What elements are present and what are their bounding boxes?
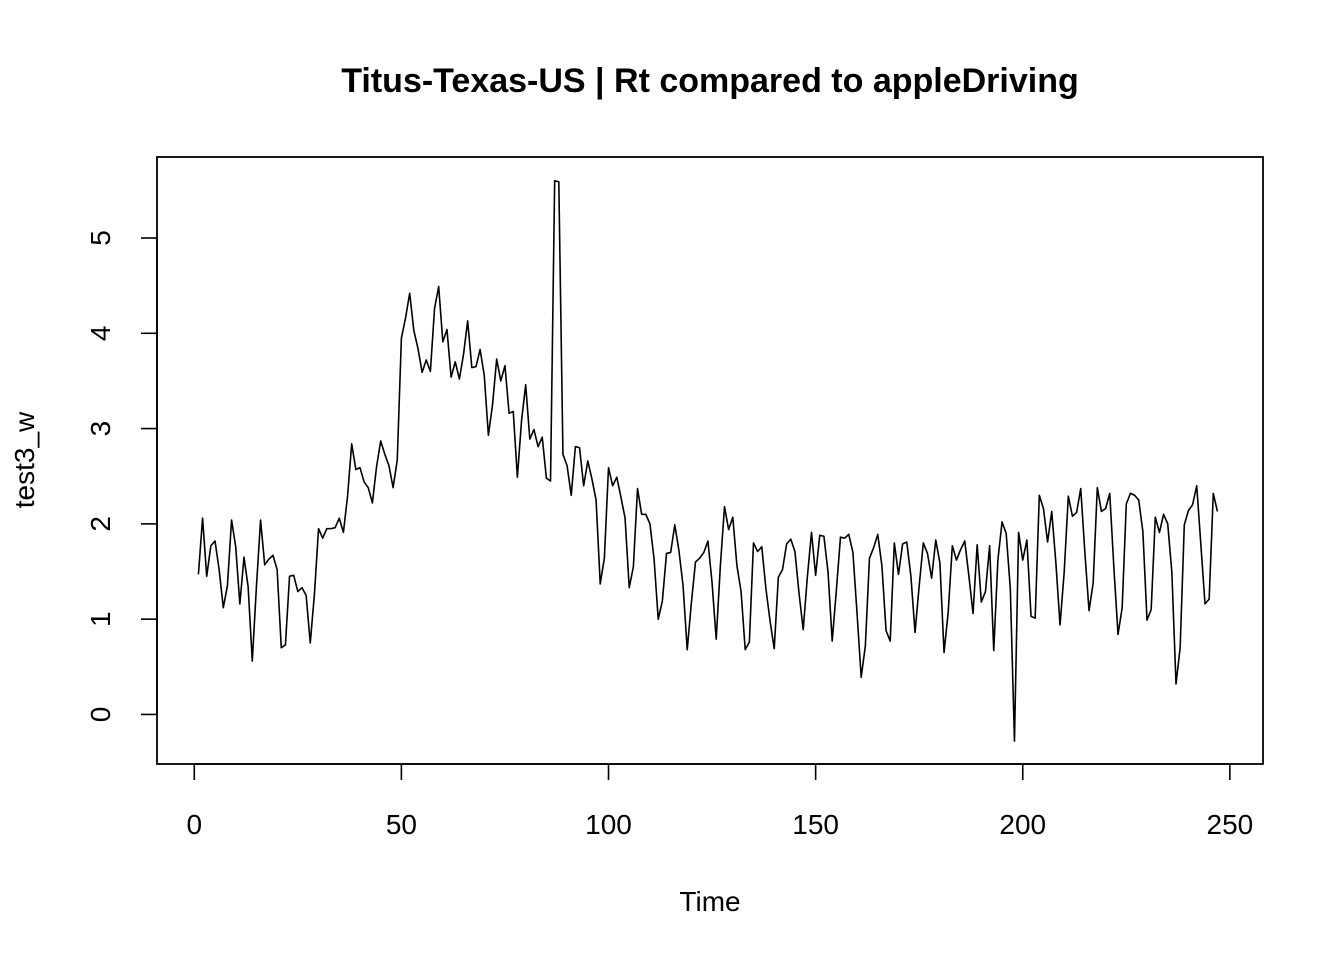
y-tick-label: 4 — [85, 325, 116, 341]
y-axis-label: test3_w — [9, 411, 40, 508]
x-tick-label: 250 — [1207, 809, 1254, 840]
series-line — [197, 180, 1219, 742]
x-tick-label: 150 — [792, 809, 839, 840]
y-tick-label: 2 — [85, 516, 116, 532]
y-tick-label: 3 — [85, 421, 116, 437]
y-tick-label: 5 — [85, 230, 116, 246]
y-tick-label: 1 — [85, 611, 116, 627]
chart-title: Titus-Texas-US | Rt compared to appleDri… — [341, 62, 1079, 100]
x-tick-label: 100 — [585, 809, 632, 840]
x-tick-label: 0 — [186, 809, 202, 840]
plot-frame — [156, 156, 1264, 765]
x-axis-label: Time — [679, 886, 740, 917]
x-axis: 0 50 100 150 200 250 — [186, 763, 1254, 840]
y-tick-label: 0 — [85, 707, 116, 723]
x-tick-label: 200 — [999, 809, 1046, 840]
x-tick-label: 50 — [386, 809, 417, 840]
y-axis: 0 1 2 3 4 5 — [85, 230, 158, 723]
